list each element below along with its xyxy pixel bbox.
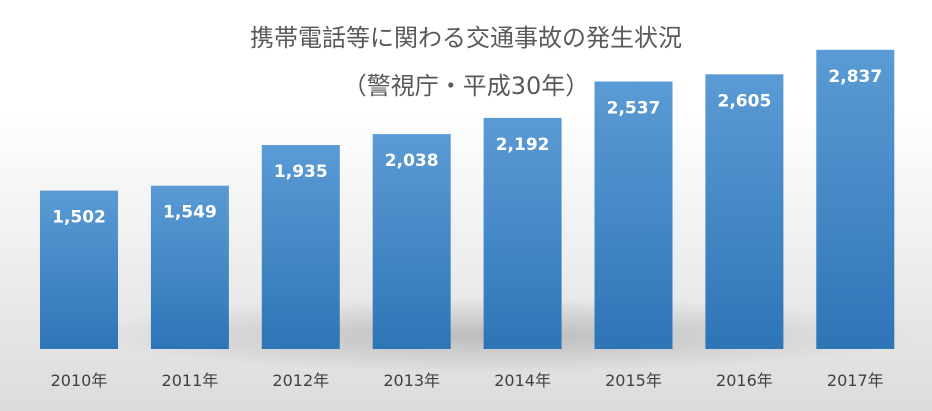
x-tick-label: 2015年	[605, 371, 662, 390]
bar-2017年	[816, 49, 895, 350]
bar-2013年	[372, 134, 451, 349]
bar-2011年	[150, 185, 229, 349]
x-tick-label: 2016年	[716, 371, 773, 390]
bar-2014年	[483, 117, 562, 350]
x-tick-label: 2011年	[162, 371, 219, 390]
x-tick-label: 2012年	[272, 371, 329, 390]
bar-2012年	[261, 145, 340, 349]
data-label: 2,537	[607, 99, 661, 119]
chart-title: 携帯電話等に関わる交通事故の発生状況	[250, 24, 682, 52]
bar-2010年	[40, 190, 118, 349]
x-tick-label: 2017年	[827, 371, 884, 390]
data-label: 2,605	[718, 91, 772, 111]
x-tick-label: 2013年	[383, 371, 440, 390]
data-labels-group: 1,502 1,549 1,935 2,038 2,192 2,537 2,605 2,837	[52, 67, 882, 228]
chart-subtitle: （警視庁・平成30年）	[343, 72, 590, 100]
data-label: 1,502	[52, 208, 106, 228]
bars-group	[40, 49, 895, 350]
x-axis-ticks: 2010年 2011年 2012年 2013年 2014年 2015年 2016年 2017年	[51, 371, 884, 390]
data-label: 2,837	[828, 67, 882, 87]
data-label: 1,549	[163, 203, 217, 223]
data-label: 2,192	[496, 135, 550, 155]
x-tick-label: 2010年	[51, 371, 108, 390]
x-tick-label: 2014年	[494, 371, 551, 390]
bar-2016年	[705, 74, 784, 350]
data-label: 2,038	[385, 151, 439, 171]
bar-2015年	[594, 81, 673, 349]
data-label: 1,935	[274, 162, 328, 182]
